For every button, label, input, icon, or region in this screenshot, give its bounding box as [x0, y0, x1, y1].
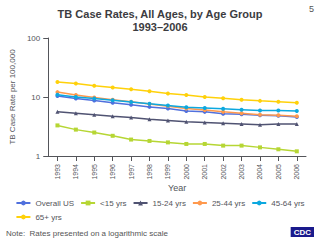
svg-text:25-44 yrs: 25-44 yrs: [212, 199, 245, 208]
svg-text:45-64 yrs: 45-64 yrs: [271, 199, 304, 208]
svg-text:2000: 2000: [183, 164, 190, 180]
svg-text:CDC: CDC: [294, 228, 312, 237]
svg-text:10: 10: [31, 93, 40, 102]
svg-text:Overall US: Overall US: [35, 199, 74, 208]
svg-text:1994: 1994: [72, 164, 79, 180]
svg-text:2001: 2001: [201, 164, 208, 180]
svg-text:1993: 1993: [54, 164, 61, 180]
svg-text:2003: 2003: [238, 164, 245, 180]
svg-text:1: 1: [36, 152, 41, 161]
svg-text:1997: 1997: [128, 164, 135, 180]
svg-text:5: 5: [309, 4, 314, 14]
svg-text:2006: 2006: [293, 164, 300, 180]
svg-text:1993–2006: 1993–2006: [132, 21, 187, 33]
svg-text:1998: 1998: [146, 164, 153, 180]
svg-text:2005: 2005: [275, 164, 282, 180]
svg-text:2002: 2002: [220, 164, 227, 180]
svg-text:1996: 1996: [109, 164, 116, 180]
svg-text:Note: Rates presented on a lo: Note: Rates presented on a logarithmic s…: [6, 229, 168, 238]
svg-text:1999: 1999: [164, 164, 171, 180]
svg-text:1995: 1995: [91, 164, 98, 180]
svg-text:100: 100: [27, 34, 41, 43]
svg-text:15-24 yrs: 15-24 yrs: [153, 199, 186, 208]
svg-text:TB Case Rates, All Ages, by Ag: TB Case Rates, All Ages, by Age Group: [58, 8, 263, 20]
svg-text:Year: Year: [168, 183, 186, 193]
svg-text:65+ yrs: 65+ yrs: [35, 213, 61, 222]
svg-text:<15 yrs: <15 yrs: [100, 199, 126, 208]
svg-text:2004: 2004: [256, 164, 263, 180]
svg-text:TB Case Rate per 100,000: TB Case Rate per 100,000: [8, 49, 17, 145]
